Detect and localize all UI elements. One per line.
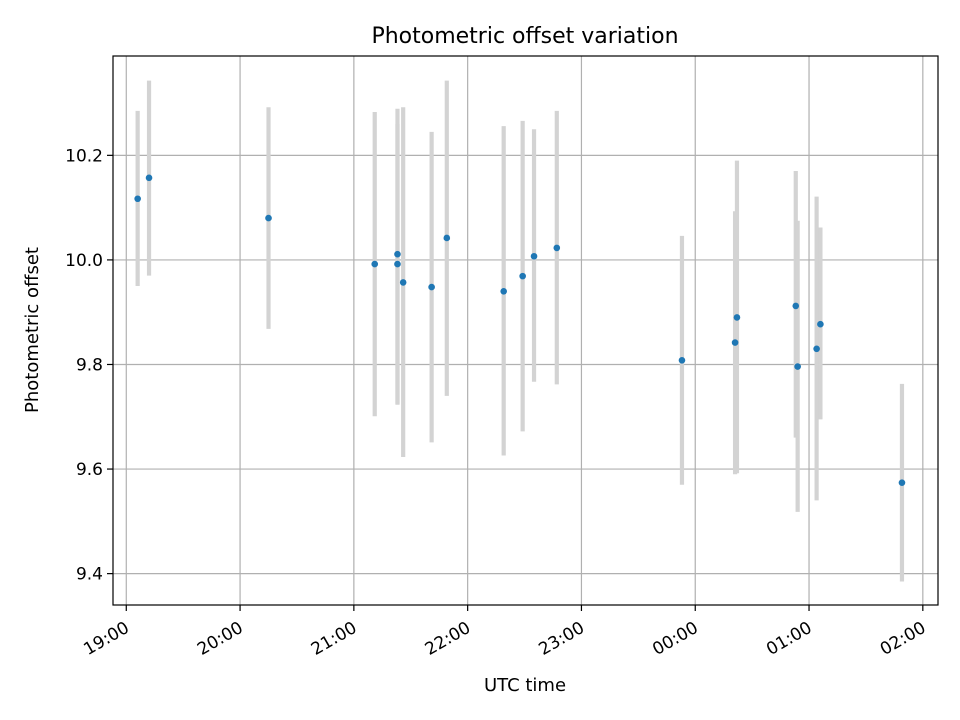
data-point	[678, 357, 686, 364]
data-point	[794, 363, 801, 370]
data-point	[500, 287, 507, 295]
data-point	[733, 314, 741, 321]
y-tick-label: 9.8	[76, 355, 103, 375]
data-point	[519, 272, 526, 280]
data-point	[265, 214, 272, 222]
point-layer	[134, 174, 906, 486]
data-point	[813, 345, 820, 353]
data-point	[394, 260, 401, 268]
plot-frame	[112, 55, 939, 606]
data-point	[530, 252, 538, 260]
y-tick-label: 9.6	[76, 460, 103, 480]
data-point	[553, 244, 561, 252]
x-axis-label: UTC time	[484, 675, 566, 696]
data-point	[443, 234, 451, 242]
y-tick-label: 9.4	[76, 565, 103, 585]
data-point	[792, 302, 800, 310]
data-point	[399, 279, 407, 286]
data-point	[817, 320, 824, 328]
y-tick-label: 10.2	[65, 146, 103, 166]
data-point	[371, 260, 379, 268]
data-point	[898, 479, 906, 486]
data-point	[145, 174, 153, 182]
grid-layer	[113, 56, 938, 605]
y-tick-label: 10.0	[65, 251, 103, 271]
data-point	[731, 339, 739, 346]
y-axis-label: Photometric offset	[22, 247, 43, 413]
chart-title: Photometric offset variation	[371, 24, 678, 49]
data-point	[428, 283, 435, 291]
data-point	[394, 250, 401, 258]
data-point	[134, 195, 141, 203]
